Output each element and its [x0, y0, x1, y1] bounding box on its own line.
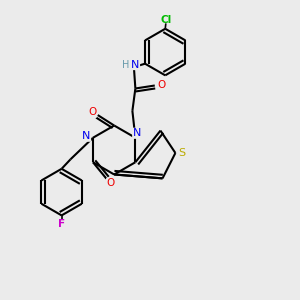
Text: F: F	[58, 219, 65, 229]
Text: O: O	[157, 80, 166, 90]
Text: O: O	[88, 107, 97, 117]
Text: S: S	[178, 148, 185, 158]
Text: N: N	[131, 60, 140, 70]
Text: H: H	[122, 60, 129, 70]
Text: Cl: Cl	[160, 15, 172, 25]
Text: N: N	[82, 131, 91, 141]
Text: O: O	[107, 178, 115, 188]
Text: N: N	[133, 128, 141, 138]
